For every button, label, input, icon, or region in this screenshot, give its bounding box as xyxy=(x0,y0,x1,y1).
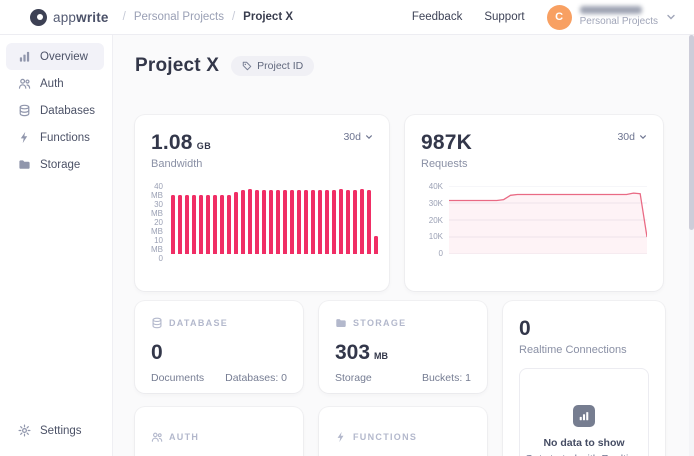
breadcrumb-separator: / xyxy=(231,11,236,23)
auth-card: AUTH xyxy=(135,407,303,456)
account-organization: Personal Projects xyxy=(579,16,658,28)
realtime-empty-state: No data to show Get started with Realtim… xyxy=(519,368,649,456)
scrollbar[interactable] xyxy=(689,35,694,456)
bandwidth-bars xyxy=(169,186,378,254)
database-card: DATABASE 0 Documents Databases: 0 xyxy=(135,301,303,393)
requests-period-dropdown[interactable]: 30d xyxy=(617,131,647,143)
users-icon xyxy=(18,77,31,90)
realtime-card: 0 Realtime Connections No data to show G… xyxy=(503,301,665,456)
bandwidth-card: 1.08 GB Bandwidth 30d 40 MB 30 MB 20 MB 10 … xyxy=(135,115,389,291)
documents-count: 0 xyxy=(151,341,163,364)
get-started-realtime-link[interactable]: Get started with Realtime xyxy=(525,453,643,456)
sidebar-item-settings[interactable]: Settings xyxy=(6,417,104,444)
top-bar: appwrite / Personal Projects / Project X… xyxy=(0,0,694,35)
requests-grid xyxy=(449,186,647,254)
bandwidth-chart: 40 MB 30 MB 20 MB 10 MB 0 xyxy=(151,182,378,263)
sidebar-item-label: Auth xyxy=(40,77,64,90)
bandwidth-number: 1.08 xyxy=(151,131,193,154)
realtime-number: 0 xyxy=(519,317,531,340)
auth-section-label: AUTH xyxy=(169,432,200,442)
sidebar-item-label: Settings xyxy=(40,424,82,437)
requests-value: 987K xyxy=(421,131,472,155)
account-info: Personal Projects xyxy=(579,6,658,28)
sidebar-item-label: Storage xyxy=(40,158,81,171)
folder-icon xyxy=(18,158,31,171)
sidebar-settings-wrap: Settings xyxy=(0,417,112,444)
bar-chart-icon xyxy=(573,405,595,427)
avatar: C xyxy=(546,4,572,30)
storage-number: 303 xyxy=(335,341,371,364)
project-id-badge[interactable]: Project ID xyxy=(231,56,315,76)
tag-icon xyxy=(242,61,252,71)
period-value: 30d xyxy=(617,131,635,143)
sidebar-item-label: Overview xyxy=(40,50,88,63)
requests-line xyxy=(449,192,647,238)
page-header: Project X Project ID xyxy=(135,55,315,77)
realtime-value: 0 xyxy=(519,317,649,341)
sidebar-item-label: Functions xyxy=(40,131,90,144)
sidebar-item-label: Databases xyxy=(40,104,95,117)
bandwidth-label: Bandwidth xyxy=(151,158,203,170)
feedback-link[interactable]: Feedback xyxy=(411,11,463,23)
breadcrumb: / Personal Projects / Project X xyxy=(123,11,293,23)
realtime-label: Realtime Connections xyxy=(519,344,627,356)
requests-area xyxy=(449,193,647,254)
chevron-down-icon xyxy=(667,14,675,20)
breadcrumb-project-x[interactable]: Project X xyxy=(243,11,294,23)
sidebar-item-storage[interactable]: Storage xyxy=(6,151,104,178)
sidebar-item-functions[interactable]: Functions xyxy=(6,124,104,151)
bar-chart-icon xyxy=(18,50,31,63)
chevron-down-icon xyxy=(366,135,372,139)
main-content: Project X Project ID 1.08 GB Bandwidth 3… xyxy=(113,35,694,456)
database-section-label: DATABASE xyxy=(169,318,229,328)
breadcrumb-personal-projects[interactable]: Personal Projects xyxy=(133,11,224,23)
database-icon xyxy=(18,104,31,117)
bandwidth-value: 1.08 GB xyxy=(151,131,211,155)
project-id-badge-label: Project ID xyxy=(257,60,304,72)
sidebar-item-overview[interactable]: Overview xyxy=(6,43,104,70)
sidebar-item-auth[interactable]: Auth xyxy=(6,70,104,97)
storage-card: STORAGE 303 MB Storage Buckets: 1 xyxy=(319,301,487,393)
requests-card: 987K Requests 30d 40K 30K 20K 10K 0 xyxy=(405,115,663,291)
bandwidth-period-dropdown[interactable]: 30d xyxy=(343,131,373,143)
breadcrumb-separator: / xyxy=(122,11,126,23)
folder-icon xyxy=(336,319,346,327)
functions-card: FUNCTIONS xyxy=(319,407,487,456)
requests-label: Requests xyxy=(421,158,468,170)
scrollbar-thumb[interactable] xyxy=(689,35,694,230)
functions-section-label: FUNCTIONS xyxy=(353,432,418,442)
no-data-title: No data to show xyxy=(543,437,625,449)
database-icon xyxy=(152,317,162,329)
lightning-icon xyxy=(337,431,344,443)
top-bar-actions: Feedback Support C Personal Projects xyxy=(411,4,676,30)
appwrite-logo[interactable]: appwrite xyxy=(30,8,109,26)
storage-section-label: STORAGE xyxy=(353,318,407,328)
lightning-icon xyxy=(18,131,31,144)
sidebar-item-databases[interactable]: Databases xyxy=(6,97,104,124)
buckets-meta: Buckets: 1 xyxy=(421,372,471,384)
page-title: Project X xyxy=(135,55,220,76)
support-link[interactable]: Support xyxy=(484,11,525,23)
sidebar: Overview Auth Databases Functions xyxy=(0,35,113,456)
bandwidth-yaxis: 40 MB 30 MB 20 MB 10 MB 0 xyxy=(151,182,163,263)
requests-number: 987K xyxy=(421,131,473,154)
bandwidth-unit: GB xyxy=(196,141,212,151)
storage-label: Storage xyxy=(335,372,372,384)
gear-icon xyxy=(18,424,31,437)
sidebar-nav: Overview Auth Databases Functions xyxy=(0,43,112,178)
requests-chart: 40K 30K 20K 10K 0 xyxy=(421,182,647,258)
appwrite-logomark-icon xyxy=(30,8,47,26)
account-menu[interactable]: C Personal Projects xyxy=(546,4,676,30)
requests-chart-svg xyxy=(449,186,647,254)
databases-meta: Databases: 0 xyxy=(225,372,287,384)
requests-yaxis: 40K 30K 20K 10K 0 xyxy=(428,182,443,258)
account-name-redacted xyxy=(579,6,642,15)
period-value: 30d xyxy=(343,131,361,143)
appwrite-wordmark: appwrite xyxy=(53,9,109,25)
users-icon xyxy=(151,432,163,442)
chevron-down-icon xyxy=(640,135,646,139)
documents-label: Documents xyxy=(151,372,205,384)
storage-unit: MB xyxy=(374,351,389,361)
